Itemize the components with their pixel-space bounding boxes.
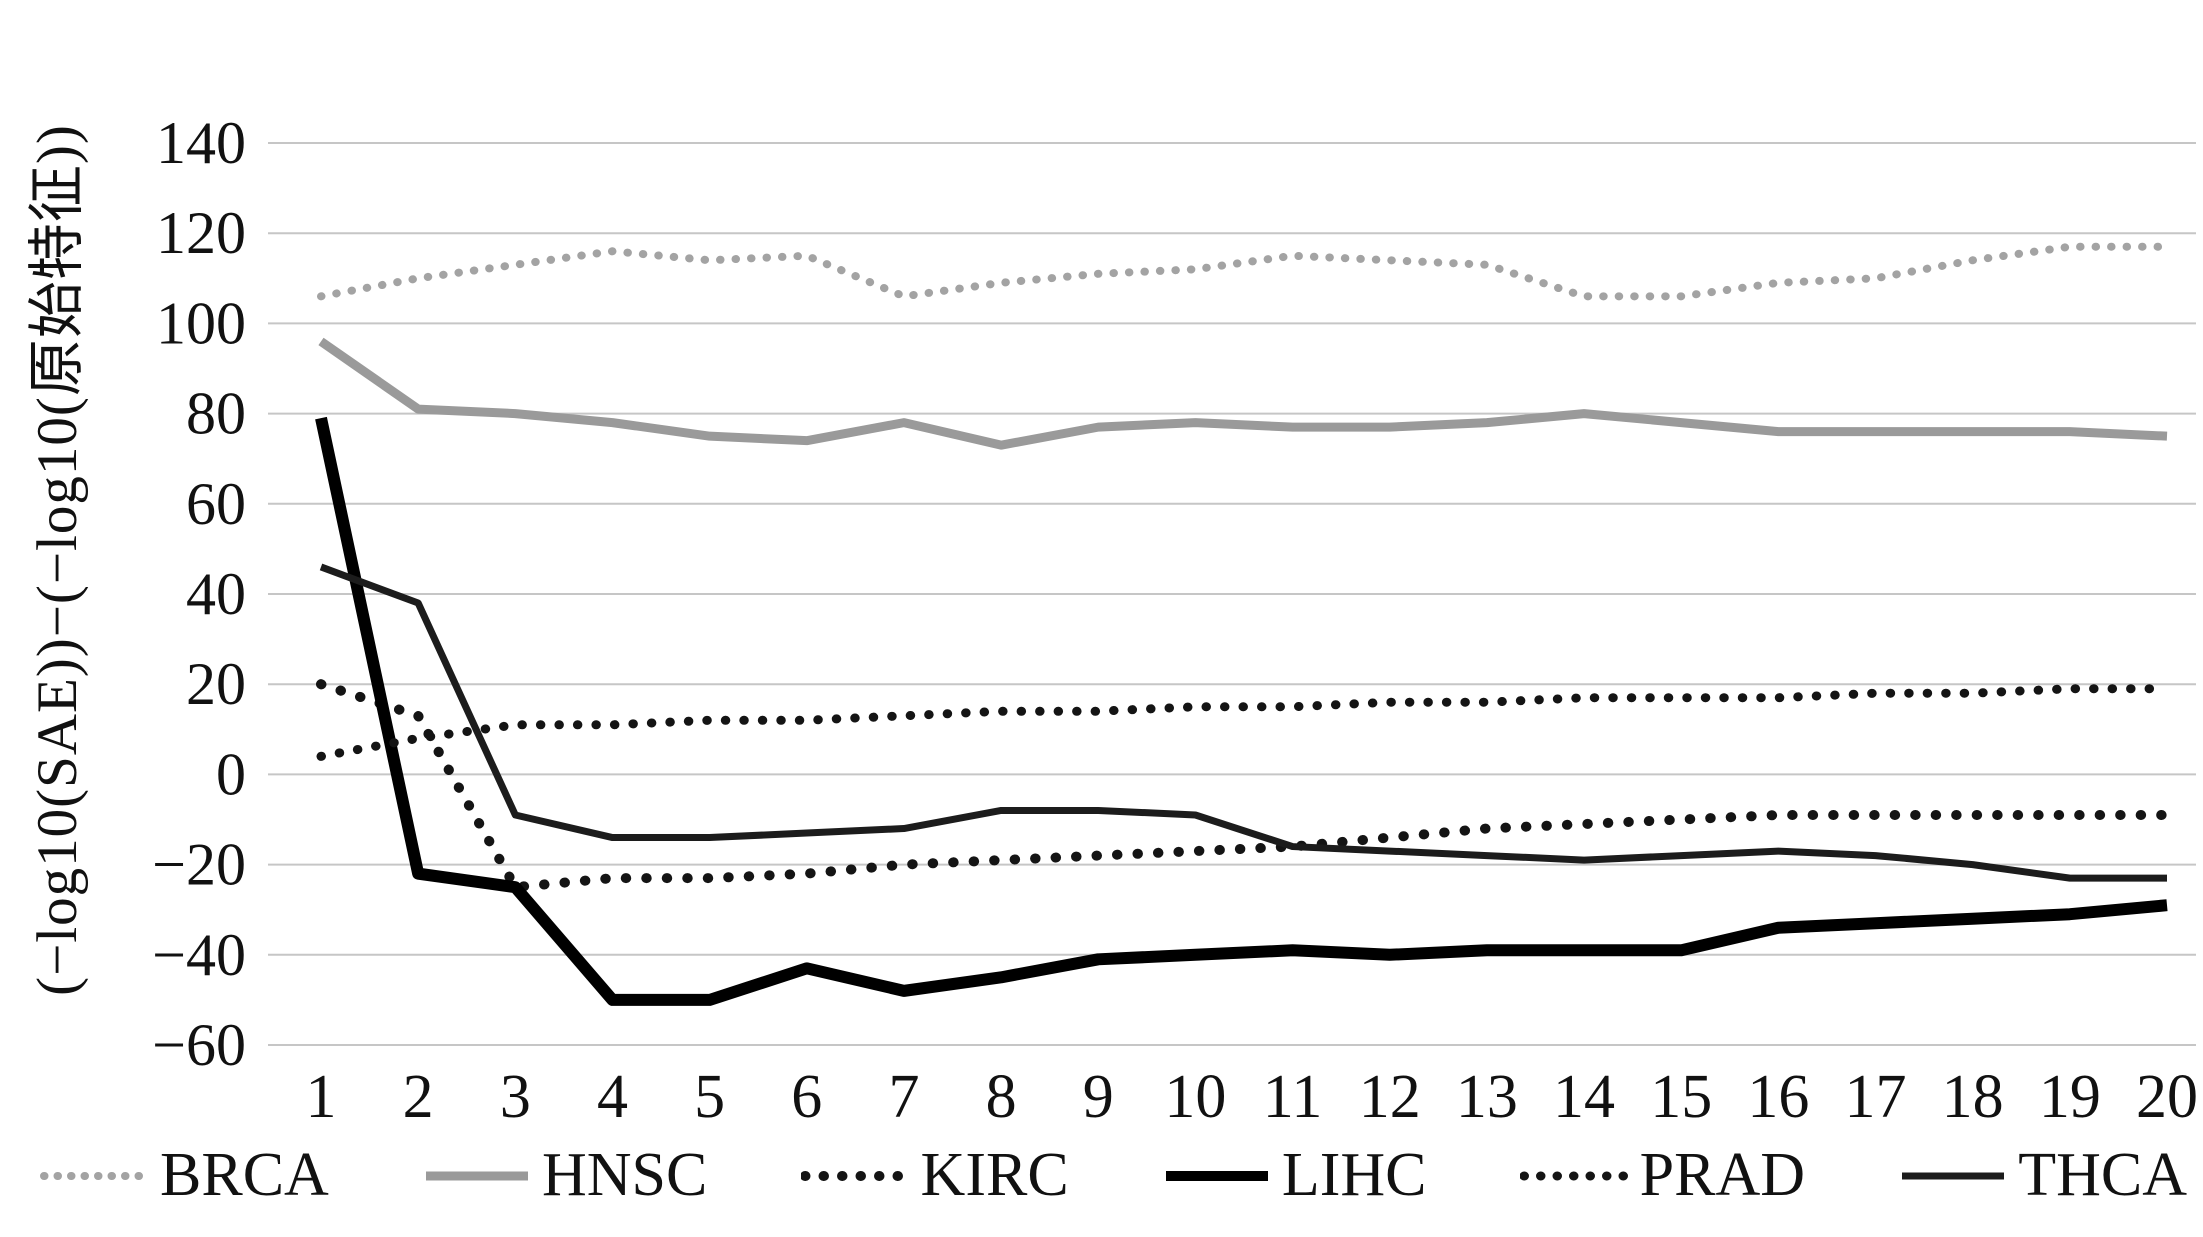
svg-text:19: 19: [2039, 1063, 2101, 1131]
svg-text:7: 7: [888, 1063, 919, 1131]
svg-text:80: 80: [186, 381, 246, 447]
svg-text:5: 5: [694, 1063, 725, 1131]
svg-text:16: 16: [1747, 1063, 1809, 1131]
legend-label-kirc: KIRC: [920, 1141, 1069, 1209]
svg-text:60: 60: [186, 471, 246, 537]
svg-text:10: 10: [1164, 1063, 1226, 1131]
svg-text:4: 4: [597, 1063, 628, 1131]
legend-item-hnsc: HNSC: [422, 1140, 707, 1211]
svg-text:120: 120: [156, 200, 246, 266]
legend-item-prad: PRAD: [1519, 1140, 1806, 1211]
legend-label-brca: BRCA: [160, 1141, 329, 1209]
svg-text:12: 12: [1359, 1063, 1421, 1131]
svg-text:9: 9: [1083, 1063, 1114, 1131]
svg-text:−60: −60: [152, 1012, 246, 1078]
svg-text:−40: −40: [152, 922, 246, 988]
svg-text:18: 18: [1942, 1063, 2004, 1131]
svg-text:100: 100: [156, 290, 246, 356]
svg-text:40: 40: [186, 561, 246, 627]
legend-item-brca: BRCA: [40, 1140, 329, 1211]
chart-legend: BRCA HNSC KIRC LIHC PRAD THCA: [40, 1140, 2187, 1211]
legend-label-thca: THCA: [2018, 1141, 2187, 1209]
legend-item-thca: THCA: [1898, 1140, 2187, 1211]
kirc-line-sample-icon: [800, 1170, 911, 1181]
svg-text:8: 8: [986, 1063, 1017, 1131]
svg-text:11: 11: [1263, 1063, 1323, 1131]
legend-label-hnsc: HNSC: [542, 1141, 708, 1209]
svg-text:−20: −20: [152, 832, 246, 898]
svg-text:13: 13: [1456, 1063, 1518, 1131]
legend-item-lihc: LIHC: [1162, 1140, 1427, 1211]
svg-text:2: 2: [403, 1063, 434, 1131]
svg-text:17: 17: [1845, 1063, 1907, 1131]
brca-line-sample-icon: [40, 1171, 150, 1180]
svg-text:140: 140: [156, 110, 246, 176]
lihc-line-sample-icon: [1165, 1170, 1268, 1181]
prad-line-sample-icon: [1519, 1171, 1630, 1180]
svg-text:1: 1: [306, 1063, 337, 1131]
svg-text:20: 20: [186, 651, 246, 717]
svg-text:20: 20: [2136, 1063, 2198, 1131]
svg-text:14: 14: [1553, 1063, 1615, 1131]
legend-item-kirc: KIRC: [800, 1140, 1069, 1211]
thca-line-sample-icon: [1902, 1172, 2005, 1179]
legend-label-lihc: LIHC: [1281, 1141, 1427, 1209]
svg-text:15: 15: [1650, 1063, 1712, 1131]
svg-text:3: 3: [500, 1063, 531, 1131]
svg-text:0: 0: [216, 741, 246, 807]
legend-label-prad: PRAD: [1639, 1141, 1806, 1209]
hnsc-line-sample-icon: [426, 1171, 528, 1180]
svg-text:6: 6: [791, 1063, 822, 1131]
